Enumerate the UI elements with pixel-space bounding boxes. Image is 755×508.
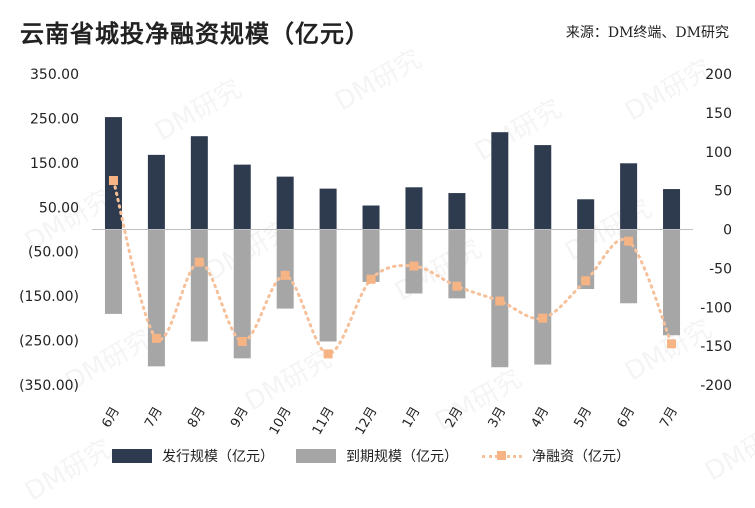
legend-net-label: 净融资（亿元） — [532, 449, 630, 465]
legend-issuance-swatch — [112, 449, 152, 463]
right-tick-label: 150 — [705, 106, 732, 122]
right-tick-label: -100 — [700, 300, 732, 316]
source-note: 来源：DM终端、DM研究 — [565, 25, 729, 41]
maturity-bar — [620, 229, 638, 304]
net-financing-marker — [667, 339, 677, 349]
legend-net: 净融资（亿元） — [482, 446, 630, 466]
legend-maturity-label: 到期规模（亿元） — [346, 449, 458, 465]
net-financing-marker — [323, 349, 333, 359]
net-financing-marker — [194, 257, 204, 267]
category-label: 8月 — [185, 405, 209, 431]
right-tick-label: 50 — [714, 184, 732, 200]
maturity-bar — [405, 229, 423, 294]
left-tick-label: 50.00 — [39, 200, 79, 216]
category-label: 7月 — [142, 405, 166, 431]
legend: 发行规模（亿元） 到期规模（亿元） 净融资（亿元） — [0, 446, 755, 468]
net-financing-line — [111, 179, 674, 356]
left-tick-label: (350.00) — [19, 378, 79, 394]
category-label: 12月 — [353, 405, 381, 438]
issuance-bar — [276, 176, 294, 230]
left-tick-label: (50.00) — [28, 245, 79, 261]
category-label: 6月 — [99, 405, 123, 431]
maturity-bar — [534, 229, 552, 365]
watermark-text: DM研究 — [17, 429, 117, 508]
issuance-bar — [491, 132, 509, 230]
maturity-bar — [319, 229, 337, 342]
right-tick-label: -50 — [709, 261, 732, 277]
right-tick-label: -150 — [700, 339, 732, 355]
category-label: 7月 — [657, 405, 681, 431]
issuance-bar — [577, 199, 595, 230]
maturity-bar — [663, 229, 681, 336]
net-financing-marker — [366, 274, 376, 284]
right-tick-label: -200 — [700, 378, 732, 394]
net-financing-marker — [108, 176, 118, 186]
net-financing-marker — [538, 313, 548, 323]
issuance-bar — [190, 136, 208, 230]
category-label: 5月 — [572, 405, 596, 431]
net-financing-marker — [237, 336, 247, 346]
left-tick-label: (150.00) — [19, 289, 79, 305]
category-label: 1月 — [400, 405, 424, 431]
category-label: 9月 — [228, 405, 252, 431]
issuance-bar — [448, 193, 466, 230]
maturity-bar — [362, 229, 380, 282]
right-tick-label: 0 — [723, 223, 732, 239]
issuance-bar — [233, 164, 251, 230]
right-tick-label: 100 — [705, 145, 732, 161]
category-label: 2月 — [443, 405, 467, 431]
left-tick-label: 350.00 — [30, 67, 79, 83]
maturity-bar — [577, 229, 595, 290]
net-financing-marker — [280, 270, 290, 280]
legend-maturity: 到期规模（亿元） — [296, 446, 458, 466]
issuance-bar — [147, 154, 165, 230]
maturity-bar — [448, 229, 466, 299]
net-financing-marker — [151, 333, 161, 343]
net-financing-marker — [495, 296, 505, 306]
issuance-bar — [362, 205, 380, 230]
right-tick-label: 200 — [705, 67, 732, 83]
legend-net-swatch — [482, 449, 522, 463]
legend-issuance: 发行规模（亿元） — [112, 446, 274, 466]
issuance-bar — [663, 189, 681, 230]
issuance-bar — [405, 187, 423, 230]
category-label: 3月 — [486, 404, 510, 430]
left-tick-label: 150.00 — [30, 156, 79, 172]
left-tick-label: 250.00 — [30, 111, 79, 127]
chart-title: 云南省城投净融资规模（亿元） — [20, 19, 370, 48]
category-label: 6月 — [614, 405, 638, 431]
category-label: 11月 — [310, 405, 338, 438]
net-financing-marker — [624, 236, 634, 246]
maturity-bar — [233, 229, 251, 359]
net-financing-marker — [409, 261, 419, 271]
issuance-bar — [534, 145, 552, 230]
legend-issuance-label: 发行规模（亿元） — [162, 449, 274, 465]
issuance-bar — [620, 163, 638, 230]
maturity-bar — [104, 229, 122, 314]
maturity-bar — [276, 229, 294, 309]
legend-maturity-swatch — [296, 449, 336, 463]
issuance-bar — [319, 188, 337, 230]
maturity-bar — [147, 229, 165, 367]
maturity-bar — [190, 229, 208, 342]
category-label: 10月 — [267, 405, 295, 438]
chart-canvas: 350.00 250.00 150.00 50.00 (50.00) (150.00) (2… — [19, 67, 732, 438]
net-financing-marker — [581, 276, 591, 286]
category-label: 4月 — [529, 405, 553, 431]
net-financing-marker — [452, 281, 462, 291]
left-tick-label: (250.00) — [19, 334, 79, 350]
